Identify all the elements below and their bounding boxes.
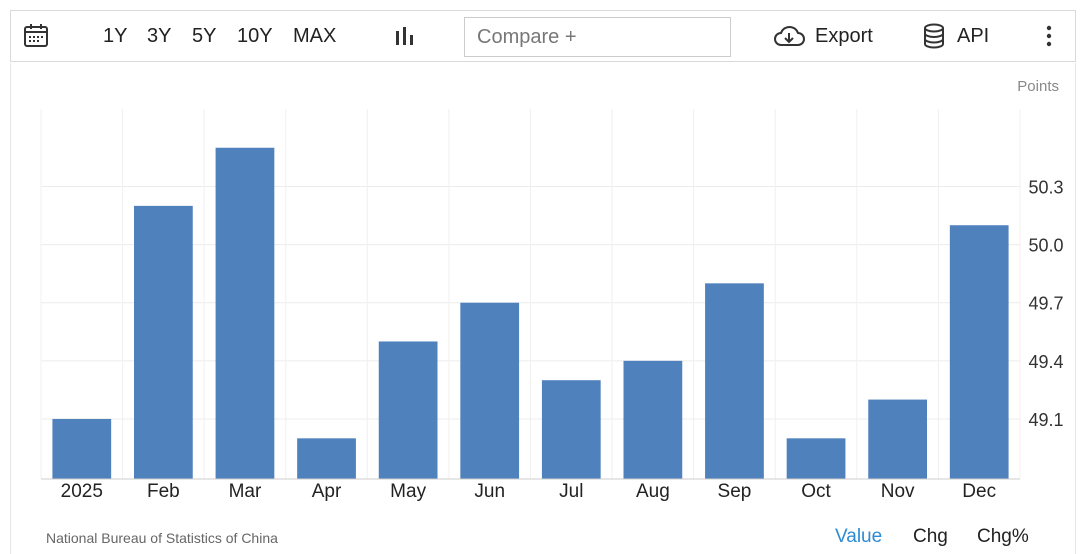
tab-value[interactable]: Value [835,526,883,547]
y-tick-label: 50.3 [1028,177,1063,197]
chart-toolbar: 1Y 3Y 5Y 10Y MAX Export [10,10,1076,62]
bar-nov [868,399,927,479]
x-tick-label: May [390,481,426,502]
x-tick-label: Sep [718,481,752,502]
database-icon [923,23,945,49]
bar-jun [460,302,520,479]
range-10y-button[interactable]: 10Y [237,24,273,47]
export-label: Export [815,24,873,47]
bar-sep [705,283,764,479]
bar-aug [623,360,683,479]
cloud-download-icon [773,25,805,47]
tab-chg-percent[interactable]: Chg% [977,526,1029,547]
y-tick-label: 49.7 [1028,294,1063,314]
export-button[interactable]: Export [773,11,873,61]
x-tick-label: Oct [801,481,831,502]
tab-chg[interactable]: Chg [913,526,948,547]
x-tick-label: Jul [559,481,583,502]
range-max-button[interactable]: MAX [293,24,337,47]
api-label: API [957,24,990,47]
calendar-icon[interactable] [23,11,49,61]
y-tick-label: 50.0 [1028,236,1063,256]
x-tick-label: 2025 [61,481,103,502]
bar-jul [541,380,601,479]
bar-may [378,341,438,479]
bar-feb [134,205,193,479]
range-3y-button[interactable]: 3Y [147,24,172,47]
x-tick-label: Aug [636,481,670,502]
api-button[interactable]: API [923,11,989,61]
bar-dec [949,225,1009,479]
x-tick-label: Nov [881,481,915,502]
range-5y-button[interactable]: 5Y [192,24,217,47]
x-tick-label: Jun [474,481,505,502]
bar-mar [215,147,275,479]
y-tick-label: 49.4 [1028,352,1063,372]
source-label: National Bureau of Statistics of China [46,530,278,546]
compare-input[interactable] [464,17,731,57]
x-tick-label: Feb [147,481,180,502]
bar-oct [786,438,846,479]
bar-apr [297,438,356,479]
bar-chart-icon[interactable] [394,11,416,61]
bar-2025 [52,418,112,479]
unit-label: Points [1017,78,1059,95]
bar-chart: 2025 Feb Mar Apr May Jun Jul Aug Sep Oct Nov Dec 49.… [40,78,1064,502]
x-tick-label: Mar [229,481,262,502]
kebab-menu-icon[interactable] [1045,11,1053,61]
y-tick-label: 49.1 [1028,410,1063,430]
chart-area: 2025 Feb Mar Apr May Jun Jul Aug Sep Oct Nov Dec 49.… [10,63,1076,554]
range-1y-button[interactable]: 1Y [103,24,128,47]
x-tick-label: Dec [962,481,996,502]
x-tick-label: Apr [312,481,342,502]
